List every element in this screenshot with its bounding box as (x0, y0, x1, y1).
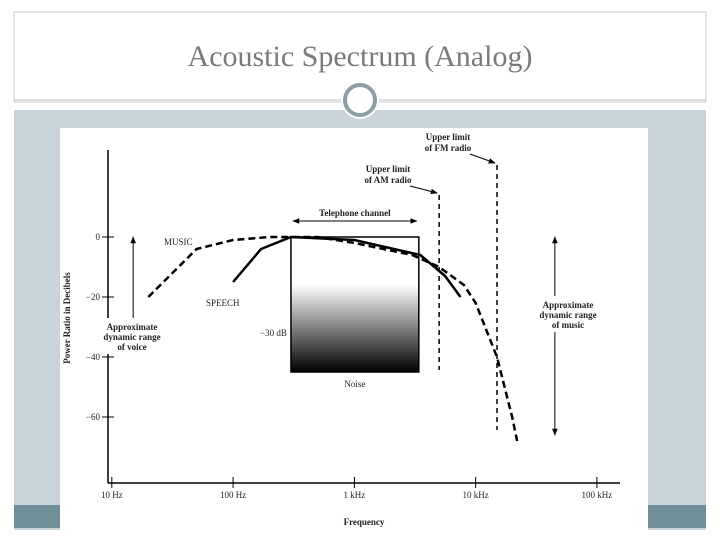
range-label-bg (534, 296, 602, 332)
range-label: dynamic range (103, 332, 160, 342)
y-tick-label: −60 (86, 412, 101, 422)
y-tick-label: 0 (96, 232, 101, 242)
range-label: dynamic range (539, 310, 596, 320)
range-label: of voice (117, 342, 146, 352)
range-label: Approximate (543, 300, 594, 310)
divider-ring (343, 83, 377, 117)
reference-label: of AM radio (365, 175, 412, 185)
range-label: Approximate (107, 322, 158, 332)
reference-arrow (469, 153, 496, 164)
y-tick-label: −20 (86, 292, 101, 302)
slide-title: Acoustic Spectrum (Analog) (188, 40, 533, 73)
series-line (147, 235, 519, 442)
band-label: Telephone channel (319, 208, 391, 218)
x-tick-label: 1 kHz (343, 490, 365, 500)
y-tick-label: −40 (86, 352, 101, 362)
y-axis-label: Power Ratio in Decibels (62, 272, 72, 364)
x-tick-label: 100 Hz (220, 490, 246, 500)
reference-label: of FM radio (425, 143, 472, 153)
x-tick-label: 10 Hz (101, 490, 123, 500)
series-line (232, 235, 462, 298)
chart: 0 −20 −40 −60 10 Hz 100 Hz 1 kHz 10 kHz 100 kHz F… (62, 132, 620, 527)
reference-arrow (409, 185, 438, 195)
band-floor-label: Noise (344, 379, 365, 389)
x-tick-label: 10 kHz (463, 490, 489, 500)
reference-label: Upper limit (426, 132, 471, 142)
series-label: SPEECH (206, 298, 240, 308)
reference-label: Upper limit (366, 164, 411, 174)
range-label: of music (552, 320, 584, 330)
x-axis-label: Frequency (344, 517, 385, 527)
telephone-band (290, 236, 420, 373)
series-label: MUSIC (164, 237, 193, 247)
x-tick-label: 100 kHz (582, 490, 613, 500)
range-label-bg (98, 318, 166, 354)
band-level-label: −30 dB (260, 328, 287, 338)
